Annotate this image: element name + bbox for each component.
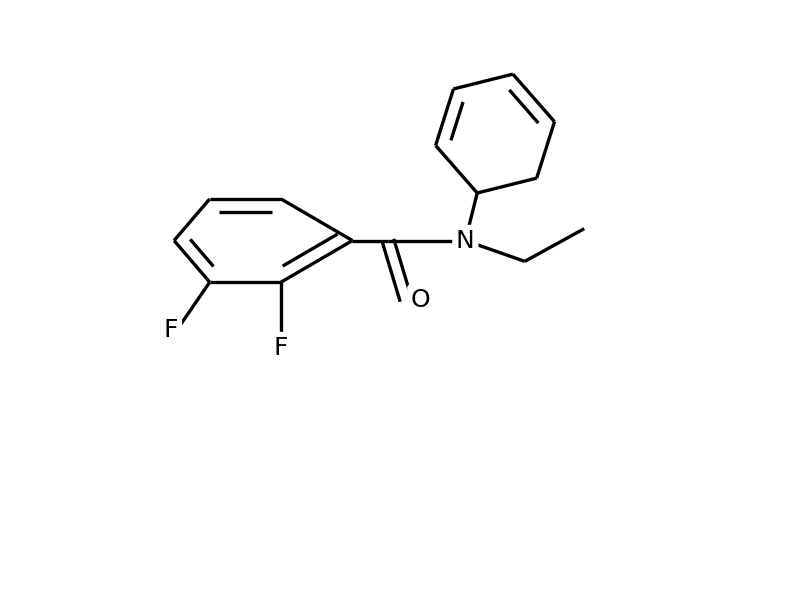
Text: O: O bbox=[411, 288, 430, 312]
Text: N: N bbox=[456, 229, 474, 253]
Text: F: F bbox=[164, 318, 178, 342]
Text: F: F bbox=[273, 335, 288, 359]
